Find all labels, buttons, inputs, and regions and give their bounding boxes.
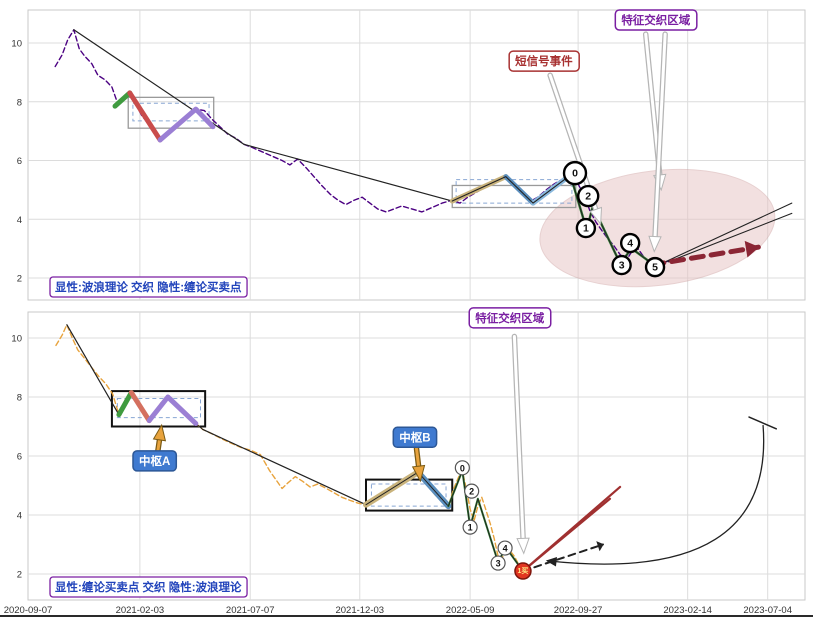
- arrowhead-icon: [545, 557, 557, 567]
- chart-legend-text: 显性:波浪理论 交织 隐性:缠论买卖点: [55, 280, 242, 294]
- wave-point-label: 1买: [517, 567, 528, 575]
- series-segA-violet: [146, 394, 199, 427]
- wave-point-label: 4: [503, 544, 508, 554]
- series-projection-lower: [667, 212, 793, 263]
- wave-point-marker: [619, 232, 641, 254]
- annotation-label: 中枢A: [139, 454, 170, 468]
- pivot-box: [116, 397, 201, 419]
- wave-point-label: 0: [572, 168, 578, 180]
- wave-point-label: 2: [469, 487, 474, 497]
- annotation-label-box: [508, 50, 580, 72]
- wave-point-label: 1: [583, 223, 589, 235]
- series-segA-green: [116, 390, 134, 418]
- wave-point-marker: [490, 555, 506, 571]
- wave-point-label: 4: [627, 238, 633, 250]
- arrowhead-icon: [411, 464, 426, 483]
- arrowhead-icon: [744, 240, 760, 258]
- annotation-label: 中枢B: [399, 430, 430, 444]
- pivot-box: [370, 483, 447, 507]
- annotation-label: 特征交织区域: [475, 311, 544, 325]
- annotation-label: 短信号事件: [515, 54, 573, 68]
- y-tick-label: 10: [11, 39, 22, 50]
- annotation-label-box: [468, 307, 552, 329]
- wave-point-marker: [497, 540, 513, 556]
- series-mid-black: [451, 174, 571, 204]
- series-trend-2: [202, 428, 367, 506]
- series-trend-main: [73, 29, 453, 202]
- series-seg-green: [112, 90, 133, 109]
- series-red-fan-lower: [521, 497, 612, 573]
- callout-arrow-body: [653, 32, 667, 241]
- arrowhead-icon: [516, 537, 530, 555]
- chart-legend-text: 显性:缠论买卖点 交织 隐性:波浪理论: [55, 580, 242, 594]
- wave-point-marker: [562, 160, 588, 186]
- series-seg-red: [127, 90, 163, 143]
- arrowhead-icon: [648, 235, 662, 253]
- chart-legend-box: [49, 276, 248, 298]
- annotation-label: 特征交织区域: [621, 13, 690, 27]
- wave-point-label: 3: [619, 260, 625, 272]
- buy-point-marker: [514, 562, 532, 580]
- wave-point-label: 2: [585, 191, 591, 203]
- pivot-box: [455, 179, 573, 204]
- series-black-dashed-projection: [521, 543, 604, 573]
- y-tick-label: 2: [17, 274, 22, 285]
- y-tick-label: 6: [17, 156, 22, 167]
- x-tick-label: 2021-12-03: [335, 605, 384, 616]
- annotation-label-box: [132, 450, 178, 472]
- y-tick-label: 4: [17, 511, 22, 522]
- series-seg-violet: [157, 106, 216, 143]
- series-arc-cap: [748, 416, 778, 430]
- wave-point-label: 0: [460, 463, 465, 473]
- wave-point-marker: [464, 483, 480, 499]
- series-trend-1: [66, 324, 120, 416]
- x-tick-label: 2022-05-09: [446, 605, 495, 616]
- y-tick-label: 4: [17, 215, 22, 226]
- y-tick-label: 8: [17, 393, 22, 404]
- y-tick-label: 8: [17, 97, 22, 108]
- projection-arc: [546, 424, 765, 565]
- y-tick-label: 2: [17, 570, 22, 581]
- arrowhead-icon: [596, 541, 604, 552]
- wave-point-label: 1: [468, 523, 473, 533]
- x-tick-label: 2022-09-27: [554, 605, 603, 616]
- wave-point-marker: [454, 460, 470, 476]
- y-tick-label: 10: [11, 334, 22, 345]
- x-tick-label: 2021-02-03: [116, 605, 165, 616]
- wave-point-label: 3: [496, 559, 501, 569]
- pivot-box: [132, 102, 210, 122]
- x-tick-label: 2020-09-07: [4, 605, 53, 616]
- y-tick-label: 6: [17, 452, 22, 463]
- arrowhead-icon: [589, 206, 603, 225]
- wave-point-label: 5: [652, 262, 658, 274]
- wave-point-marker: [644, 256, 666, 278]
- x-tick-label: 2023-02-14: [663, 605, 712, 616]
- callout-arrow-body: [415, 447, 421, 470]
- arrowhead-icon: [152, 423, 167, 442]
- wave-point-marker: [575, 217, 597, 239]
- chart-legend-box: [49, 576, 248, 598]
- wave-point-marker: [611, 254, 632, 276]
- series-segA-salmon: [128, 390, 152, 424]
- annotation-label-box: [614, 9, 698, 31]
- callout-arrow-body: [512, 335, 525, 542]
- annotation-label-box: [392, 426, 438, 449]
- series-red-dashed-trend-arrow: [649, 244, 761, 268]
- wave-point-marker: [462, 519, 478, 535]
- pivot-box: [110, 390, 207, 428]
- series-projection-upper: [655, 202, 793, 267]
- x-tick-label: 2021-07-07: [226, 605, 275, 616]
- x-tick-label: 2023-07-04: [743, 605, 792, 616]
- wave-point-marker: [577, 184, 600, 208]
